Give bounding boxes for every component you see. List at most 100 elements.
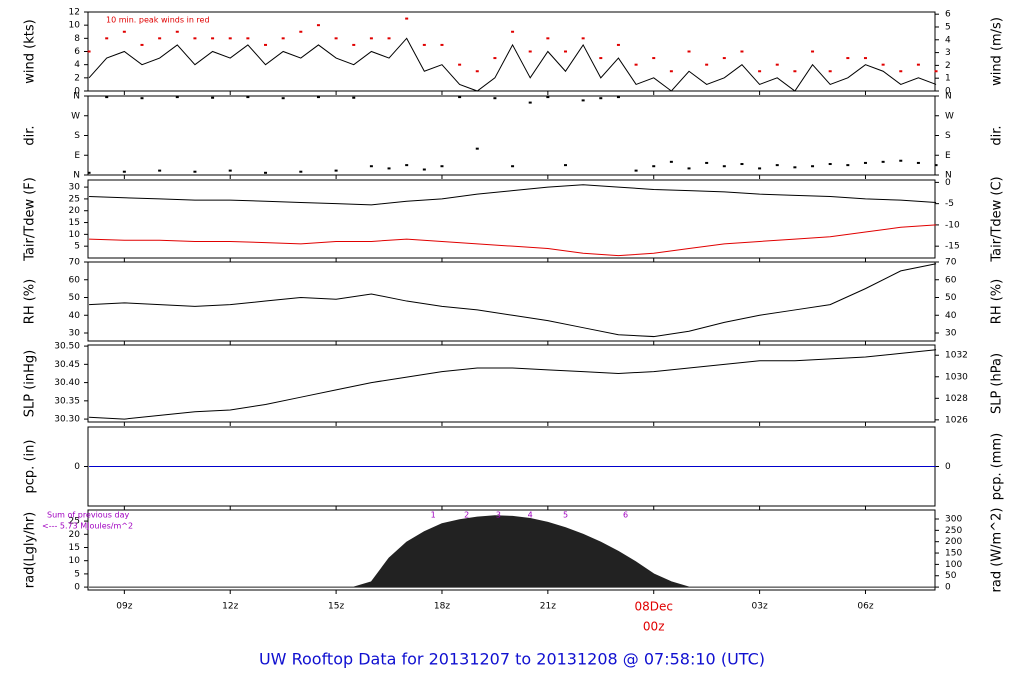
panel-frame [87, 11, 936, 92]
y2-axis-label: rad (W/m^2) [990, 508, 1005, 593]
data-point [934, 70, 938, 73]
data-point [352, 96, 356, 99]
y2-tick-label: 50 [945, 571, 957, 581]
y2-tick-label: 1026 [945, 415, 968, 425]
data-point [793, 70, 797, 73]
data-point [369, 37, 373, 40]
data-point [634, 169, 638, 172]
data-point [511, 165, 515, 168]
data-point [387, 37, 391, 40]
data-point [140, 43, 144, 46]
x-tick-label: 21z [540, 602, 556, 612]
y-tick-label: 6 [74, 47, 80, 57]
x-tick-label: 03z [752, 602, 768, 612]
line [88, 37, 937, 92]
data-point [422, 43, 426, 46]
y-tick-label: W [71, 111, 80, 121]
line [89, 263, 937, 338]
y-tick-label: 0 [74, 583, 80, 593]
data-point [793, 166, 797, 169]
data-point [264, 43, 268, 46]
data-point [828, 163, 832, 166]
data-point [899, 159, 903, 162]
y-tick-label: 2 [74, 73, 80, 83]
y-tick-label: S [74, 131, 80, 141]
x-tick-label: 00z [643, 620, 665, 634]
y-tick-label: 10 [69, 556, 81, 566]
y-axis-label: rad(Lgly/hr) [23, 512, 38, 588]
data-point [458, 63, 462, 66]
data-point [105, 37, 109, 40]
data-point [740, 163, 744, 166]
data-point [634, 63, 638, 66]
y-tick-label: 20 [69, 206, 81, 216]
panel-frame [87, 95, 936, 176]
y-tick-label: 60 [69, 275, 81, 285]
y2-tick-label: 60 [945, 275, 957, 285]
y-tick-label: 12 [69, 8, 80, 18]
panel-frame [87, 509, 936, 591]
data-point [87, 50, 91, 53]
y2-tick-label: 40 [945, 311, 957, 321]
y2-tick-label: 2 [945, 61, 951, 71]
y-tick-label: 5 [74, 242, 80, 252]
data-point [581, 37, 585, 40]
y2-tick-label: 5 [945, 22, 951, 32]
y-tick-label: N [73, 92, 80, 102]
y2-tick-label: 0 [945, 462, 951, 472]
y-tick-label: 5 [74, 569, 80, 579]
y2-axis-label: dir. [990, 125, 1005, 145]
y-tick-label: 8 [74, 34, 80, 44]
x-annotation: 08Dec [634, 600, 673, 614]
data-point [899, 70, 903, 73]
data-point [652, 57, 656, 60]
y2-tick-label: 30 [945, 329, 957, 339]
data-point [722, 165, 726, 168]
data-point [246, 37, 250, 40]
data-point [511, 30, 515, 33]
data-point [211, 96, 215, 99]
y-tick-label: 15 [69, 218, 80, 228]
y2-tick-label: 150 [945, 549, 962, 559]
data-point [669, 160, 673, 163]
data-point [811, 165, 815, 168]
line [89, 349, 937, 420]
data-point [881, 160, 885, 163]
x-tick-label: 06z [857, 602, 873, 612]
data-point [758, 167, 762, 170]
data-point [652, 165, 656, 168]
y-tick-label: 30.30 [54, 415, 80, 425]
y-tick-label: N [73, 171, 80, 181]
line [89, 224, 937, 257]
data-point [740, 50, 744, 53]
data-point [881, 63, 885, 66]
data-point [264, 171, 268, 174]
y-tick-label: 30.35 [54, 396, 80, 406]
data-point [158, 37, 162, 40]
y-tick-label: 30.50 [54, 342, 80, 352]
panel-frame [87, 261, 936, 342]
y2-tick-label: 70 [945, 258, 957, 268]
x-tick-label: 18z [434, 602, 450, 612]
panel-frame [87, 179, 936, 259]
y-axis-label: RH (%) [23, 279, 38, 324]
y2-tick-label: -15 [945, 242, 960, 252]
data-point [546, 37, 550, 40]
y2-axis-label: RH (%) [990, 279, 1005, 324]
data-point [475, 147, 479, 150]
data-point [105, 96, 109, 99]
data-point [405, 164, 409, 167]
hour-marker: 1 [431, 511, 436, 520]
data-point [705, 63, 709, 66]
data-point [316, 96, 320, 99]
y2-tick-label: W [945, 111, 954, 121]
data-point [916, 63, 920, 66]
y2-tick-label: 6 [945, 10, 951, 20]
y2-tick-label: 1032 [945, 351, 968, 361]
data-point [846, 57, 850, 60]
data-point [387, 167, 391, 170]
data-point [246, 96, 250, 99]
y2-tick-label: 50 [945, 293, 957, 303]
annotation: <--- 5.73 MJoules/m^2 [42, 522, 133, 531]
